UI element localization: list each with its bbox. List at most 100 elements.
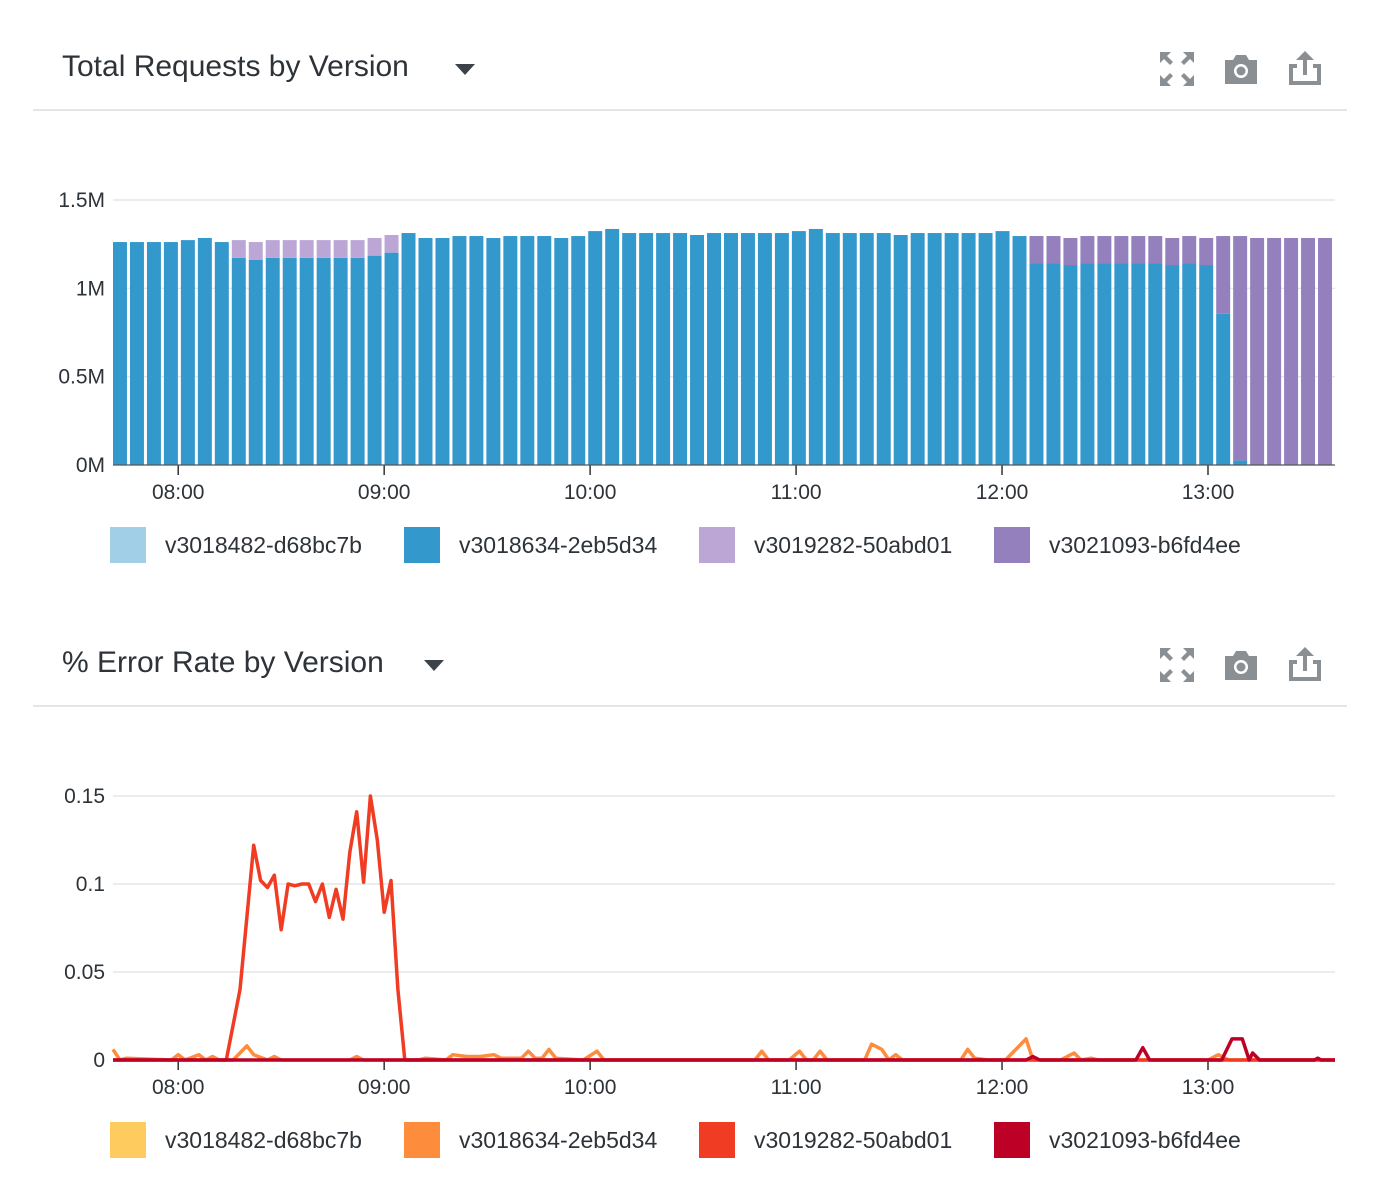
- bar-segment: [944, 233, 959, 465]
- bar-segment: [1165, 237, 1180, 266]
- legend-item[interactable]: v3021093-b6fd4ee: [994, 1122, 1241, 1158]
- bar-segment: [401, 233, 416, 465]
- divider: [33, 705, 1347, 707]
- panel-title: Total Requests by Version: [62, 50, 409, 83]
- x-tick-label: 09:00: [358, 481, 411, 504]
- bar-segment: [825, 233, 840, 465]
- y-tick-label: 0M: [76, 454, 105, 477]
- bar-segment: [859, 233, 874, 465]
- chevron-down-icon[interactable]: [455, 64, 475, 75]
- bar-segment: [1199, 237, 1214, 266]
- legend-item[interactable]: v3019282-50abd01: [699, 1122, 952, 1158]
- legend-item[interactable]: v3018482-d68bc7b: [110, 527, 362, 563]
- bar-segment: [1046, 263, 1061, 465]
- bar-segment: [1114, 236, 1129, 264]
- legend-item[interactable]: v3019282-50abd01: [699, 527, 952, 563]
- bar-segment: [1148, 263, 1163, 465]
- legend-swatch: [404, 1122, 440, 1158]
- bar-segment: [1182, 236, 1197, 264]
- bar-segment: [842, 233, 857, 465]
- bar-segment: [503, 236, 518, 465]
- legend-label: v3019282-50abd01: [754, 531, 953, 558]
- bar-segment: [197, 237, 212, 465]
- bar-segment: [757, 233, 772, 465]
- bar-segment: [299, 257, 314, 465]
- bar-segment: [486, 237, 501, 465]
- bar-segment: [1250, 237, 1265, 465]
- legend-label: v3018634-2eb5d34: [459, 531, 658, 558]
- bar-segment: [724, 233, 738, 465]
- legend-item[interactable]: v3018634-2eb5d34: [404, 1122, 657, 1158]
- y-tick-label: 0.15: [64, 785, 105, 808]
- y-tick-label: 0.5M: [58, 366, 105, 389]
- bar-segment: [656, 233, 671, 465]
- camera-icon[interactable]: [1222, 646, 1260, 684]
- legend-swatch: [699, 527, 735, 563]
- expand-icon[interactable]: [1158, 646, 1196, 684]
- bar-segment: [163, 242, 178, 465]
- bar-segment: [1097, 236, 1112, 264]
- legend-swatch: [110, 1122, 146, 1158]
- bar-segment: [333, 257, 348, 465]
- bar-segment: [350, 240, 365, 258]
- bar-segment: [265, 257, 280, 465]
- bar-segment: [961, 233, 976, 465]
- bar-segment: [180, 240, 195, 465]
- bar-segment: [893, 234, 908, 465]
- bar-segment: [995, 231, 1010, 465]
- bar-segment: [469, 236, 484, 465]
- legend-label: v3021093-b6fd4ee: [1049, 531, 1241, 558]
- y-tick-label: 0.1: [76, 873, 105, 896]
- bar-segment: [435, 237, 450, 465]
- chevron-down-icon[interactable]: [424, 660, 444, 671]
- x-tick-label: 10:00: [564, 1076, 617, 1099]
- bar-segment: [690, 234, 705, 465]
- bar-segment: [622, 233, 637, 465]
- bar-segment: [214, 242, 229, 465]
- legend-label: v3019282-50abd01: [754, 1126, 953, 1153]
- expand-icon[interactable]: [1158, 50, 1196, 88]
- bar-segment: [605, 228, 620, 465]
- x-tick-label: 13:00: [1182, 1076, 1235, 1099]
- requests-bar-chart: 0M 0.5M 1M 1.5M 08:00 09:00 10:00 11:00 12:00 13:…: [58, 189, 1335, 504]
- bar-segment: [1063, 237, 1078, 266]
- legend-item[interactable]: v3021093-b6fd4ee: [994, 527, 1241, 563]
- y-tick-label: 1.5M: [58, 189, 105, 212]
- bar-segment: [554, 237, 569, 465]
- bar-segment: [299, 240, 314, 258]
- bar-segment: [808, 228, 823, 465]
- bar-segment: [1199, 265, 1214, 465]
- bar-segment: [673, 233, 688, 465]
- x-tick-label: 12:00: [976, 481, 1029, 504]
- bar-segment: [129, 242, 144, 465]
- bar-segment: [1029, 236, 1044, 264]
- bar-segment: [774, 233, 789, 465]
- bar-segment: [1080, 263, 1095, 465]
- x-tick-label: 11:00: [771, 1076, 822, 1099]
- bar-segment: [1284, 237, 1299, 465]
- bar-segment: [265, 240, 280, 258]
- bar-segment: [1097, 263, 1112, 465]
- bar-segment: [350, 257, 365, 465]
- share-icon[interactable]: [1286, 646, 1324, 684]
- legend-swatch: [404, 527, 440, 563]
- bar-segment: [1131, 263, 1146, 465]
- bar-segment: [1216, 313, 1231, 465]
- series-line: [113, 1037, 1335, 1062]
- bar-segment: [1046, 236, 1061, 264]
- share-icon[interactable]: [1286, 50, 1324, 88]
- bar-segment: [333, 240, 348, 258]
- bar-segment: [1029, 263, 1044, 465]
- bar-segment: [316, 240, 331, 258]
- x-tick-label: 09:00: [358, 1076, 411, 1099]
- x-tick-label: 12:00: [976, 1076, 1029, 1099]
- bar-segment: [791, 231, 806, 465]
- bar-segment: [248, 242, 263, 260]
- y-tick-label: 0.05: [64, 961, 105, 984]
- requests-panel: Total Requests by Version 0M 0.5M 1M 1.5M 08…: [0, 0, 1400, 590]
- bar-segment: [1301, 237, 1316, 465]
- legend-item[interactable]: v3018634-2eb5d34: [404, 527, 657, 563]
- camera-icon[interactable]: [1222, 50, 1260, 88]
- legend-item[interactable]: v3018482-d68bc7b: [110, 1122, 362, 1158]
- bar-segment: [282, 257, 297, 465]
